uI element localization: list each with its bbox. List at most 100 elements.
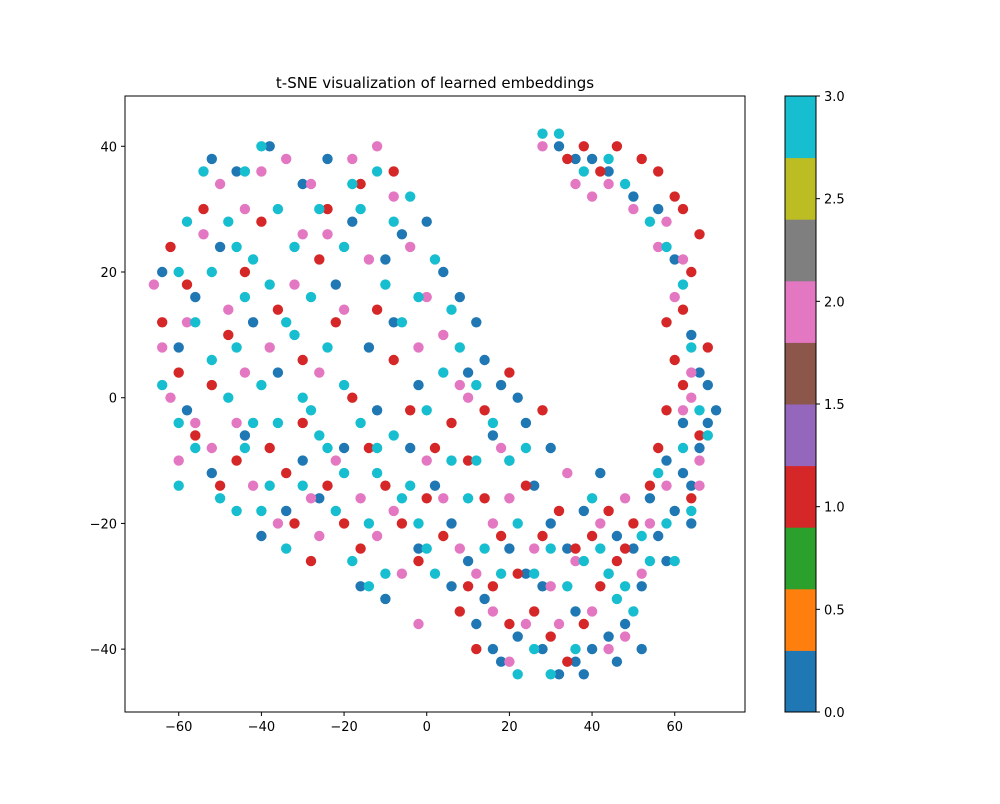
- data-point-class-1: [504, 618, 515, 630]
- data-point-class-1: [537, 405, 548, 416]
- data-point-class-1: [355, 178, 366, 190]
- data-point-class-2: [520, 618, 532, 630]
- data-point-class-0: [669, 505, 680, 517]
- data-point-class-3: [446, 304, 457, 315]
- data-point-class-2: [677, 254, 689, 265]
- data-point-class-0: [206, 467, 217, 479]
- data-point-class-3: [454, 342, 465, 353]
- data-point-class-3: [272, 203, 284, 215]
- data-point-class-1: [495, 530, 507, 542]
- data-point-class-2: [694, 480, 705, 491]
- data-point-class-2: [586, 191, 598, 202]
- data-point-class-3: [586, 493, 598, 504]
- data-point-class-2: [305, 493, 317, 504]
- colorbar-band: [785, 96, 816, 159]
- data-point-class-0: [562, 543, 573, 554]
- data-point-class-1: [239, 266, 251, 278]
- data-point-class-3: [198, 166, 209, 177]
- data-point-class-1: [363, 442, 375, 454]
- data-point-class-3: [628, 606, 639, 617]
- data-point-class-0: [586, 643, 598, 655]
- data-point-class-1: [669, 354, 680, 366]
- data-point-class-2: [529, 543, 540, 554]
- data-point-class-0: [247, 317, 259, 328]
- data-point-class-2: [537, 141, 548, 152]
- data-point-class-0: [231, 166, 242, 177]
- data-point-class-3: [429, 254, 441, 265]
- data-point-class-1: [677, 203, 689, 215]
- data-point-class-3: [322, 342, 333, 353]
- data-point-class-1: [264, 442, 275, 454]
- data-point-class-0: [603, 166, 614, 177]
- data-point-class-2: [305, 178, 317, 190]
- data-point-class-2: [281, 153, 292, 165]
- data-point-class-2: [438, 329, 449, 341]
- data-point-class-0: [694, 442, 705, 454]
- colorbar-tick-label: 3.0: [824, 90, 845, 105]
- data-point-class-1: [487, 581, 499, 592]
- data-point-class-1: [611, 141, 623, 152]
- data-point-class-3: [297, 392, 308, 403]
- data-point-class-0: [702, 417, 713, 429]
- data-point-class-3: [181, 216, 193, 227]
- data-point-class-2: [157, 342, 168, 353]
- data-point-class-0: [264, 141, 275, 152]
- data-point-class-3: [686, 342, 697, 353]
- data-point-class-3: [669, 555, 680, 567]
- data-point-class-3: [495, 568, 507, 579]
- data-point-class-0: [529, 480, 540, 491]
- data-point-class-0: [413, 379, 424, 391]
- data-point-class-1: [446, 417, 457, 429]
- data-point-class-3: [413, 518, 424, 529]
- data-point-class-1: [454, 606, 465, 617]
- data-point-class-3: [347, 178, 358, 190]
- data-point-class-2: [421, 291, 432, 303]
- data-point-class-0: [611, 656, 623, 667]
- data-point-class-0: [710, 405, 722, 416]
- data-point-class-0: [545, 442, 556, 454]
- data-point-class-3: [231, 505, 242, 517]
- data-point-class-1: [537, 530, 548, 542]
- data-point-class-0: [686, 518, 697, 529]
- data-point-class-0: [446, 581, 457, 592]
- data-point-class-2: [256, 166, 267, 177]
- data-point-class-1: [388, 166, 399, 177]
- data-point-class-3: [611, 593, 623, 605]
- data-point-class-2: [595, 518, 606, 529]
- data-point-class-1: [669, 191, 680, 202]
- data-point-class-2: [570, 178, 581, 190]
- data-point-class-0: [487, 430, 499, 441]
- data-point-class-0: [586, 153, 598, 165]
- data-point-class-3: [338, 467, 350, 479]
- data-point-class-2: [562, 467, 573, 479]
- data-point-class-1: [297, 354, 308, 366]
- data-point-class-3: [231, 241, 242, 253]
- data-point-class-3: [363, 518, 375, 529]
- data-point-class-3: [338, 241, 350, 253]
- data-point-class-3: [578, 166, 589, 177]
- data-point-class-0: [429, 480, 441, 491]
- x-axis: −60 −40 −20 0 20 40 60: [165, 712, 683, 735]
- data-point-class-2: [438, 493, 449, 504]
- colorbar-band: [785, 404, 816, 467]
- data-point-class-0: [214, 241, 226, 253]
- data-point-class-0: [669, 254, 680, 265]
- data-point-class-3: [214, 493, 226, 504]
- data-point-class-0: [181, 405, 193, 416]
- data-point-class-0: [471, 618, 482, 630]
- data-point-class-1: [479, 493, 490, 504]
- data-point-class-3: [247, 254, 259, 265]
- data-point-class-1: [562, 656, 573, 667]
- data-point-class-2: [694, 455, 705, 466]
- data-point-class-3: [429, 568, 441, 579]
- colorbar-band: [785, 280, 816, 343]
- data-point-class-3: [380, 568, 391, 579]
- data-point-class-3: [702, 430, 713, 441]
- data-point-class-3: [512, 669, 523, 680]
- data-point-class-1: [479, 405, 490, 416]
- data-point-class-1: [297, 417, 308, 429]
- data-point-class-3: [603, 568, 614, 579]
- data-point-class-2: [603, 178, 614, 190]
- colorbar-tick-label: 0.5: [824, 603, 845, 618]
- data-point-class-0: [330, 279, 341, 290]
